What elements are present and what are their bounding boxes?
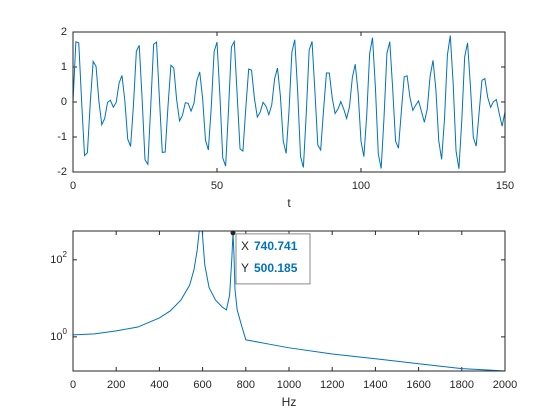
datatip-marker xyxy=(230,230,236,236)
datatip-x-key: X xyxy=(241,239,249,253)
data-line xyxy=(73,231,505,371)
x-tick-label: 50 xyxy=(211,180,223,192)
y-tick-label: -1 xyxy=(57,131,67,143)
x-tick-label: 2000 xyxy=(493,379,517,391)
x-tick-label: 600 xyxy=(193,379,211,391)
x-tick-label: 800 xyxy=(237,379,255,391)
x-tick-label: 0 xyxy=(70,180,76,192)
y-tick-label: 100 xyxy=(50,327,67,343)
x-tick-label: 1200 xyxy=(320,379,344,391)
axes-box xyxy=(72,230,506,372)
x-tick-label: 0 xyxy=(70,379,76,391)
y-tick-label: -2 xyxy=(57,166,67,178)
x-tick-label: 200 xyxy=(107,379,125,391)
x-tick-label: 1000 xyxy=(277,379,301,391)
x-tick-label: 150 xyxy=(496,180,514,192)
data-line xyxy=(73,35,505,169)
y-tick-label: 2 xyxy=(61,26,67,38)
datatip-box xyxy=(235,233,311,285)
axes-box xyxy=(72,31,506,173)
x-axis-label: t xyxy=(287,196,291,210)
datatip-x-value: 740.741 xyxy=(254,239,298,253)
x-tick-label: 1600 xyxy=(406,379,430,391)
y-tick-label: 102 xyxy=(50,250,67,266)
x-tick-label: 1800 xyxy=(450,379,474,391)
x-tick-label: 400 xyxy=(150,379,168,391)
datatip-y-key: Y xyxy=(241,261,249,275)
x-tick-label: 100 xyxy=(352,180,370,192)
datatip-y-value: 500.185 xyxy=(254,261,298,275)
y-tick-label: 1 xyxy=(61,61,67,73)
x-axis-label: Hz xyxy=(282,395,297,409)
x-tick-label: 1400 xyxy=(363,379,387,391)
y-tick-label: 0 xyxy=(61,96,67,108)
